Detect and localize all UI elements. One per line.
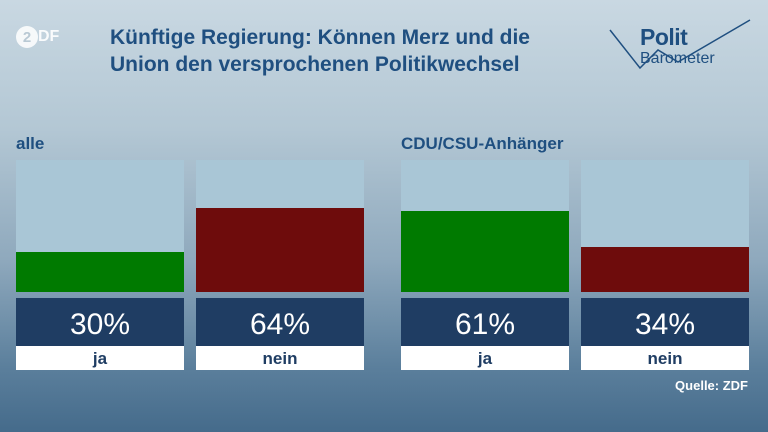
group-label-alle: alle xyxy=(16,134,45,153)
value-label: 34% xyxy=(635,308,695,341)
category-box xyxy=(196,346,364,370)
chart-title: Künftige Regierung: Können Merz und die … xyxy=(110,26,530,76)
value-box xyxy=(581,298,749,346)
value-box xyxy=(196,298,364,346)
value-label: 61% xyxy=(455,308,515,341)
zdf-logo-mark: 2 xyxy=(16,26,38,48)
category-label: ja xyxy=(92,349,108,368)
bar-nein xyxy=(581,247,749,292)
category-label: nein xyxy=(263,349,298,368)
bar-nein xyxy=(196,208,364,292)
group-label-cdu: CDU/CSU-Anhänger xyxy=(401,134,564,153)
value-label: 30% xyxy=(70,308,130,341)
value-label: 64% xyxy=(250,308,310,341)
politbarometer-badge: Polit Barometer xyxy=(600,10,760,80)
value-box xyxy=(401,298,569,346)
category-label: nein xyxy=(648,349,683,368)
value-box xyxy=(16,298,184,346)
badge-line1: Polit xyxy=(640,24,688,50)
zdf-logo: 2 DF xyxy=(16,24,76,50)
source-note: Quelle: ZDF xyxy=(675,378,748,393)
bar-ja xyxy=(16,252,184,292)
category-box xyxy=(581,346,749,370)
zdf-logo-text: DF xyxy=(38,28,60,45)
politbarometer-line-icon xyxy=(609,19,751,70)
category-box xyxy=(401,346,569,370)
category-box xyxy=(16,346,184,370)
bar-ja xyxy=(401,211,569,292)
badge-line2: Barometer xyxy=(640,50,715,67)
category-label: ja xyxy=(477,349,493,368)
